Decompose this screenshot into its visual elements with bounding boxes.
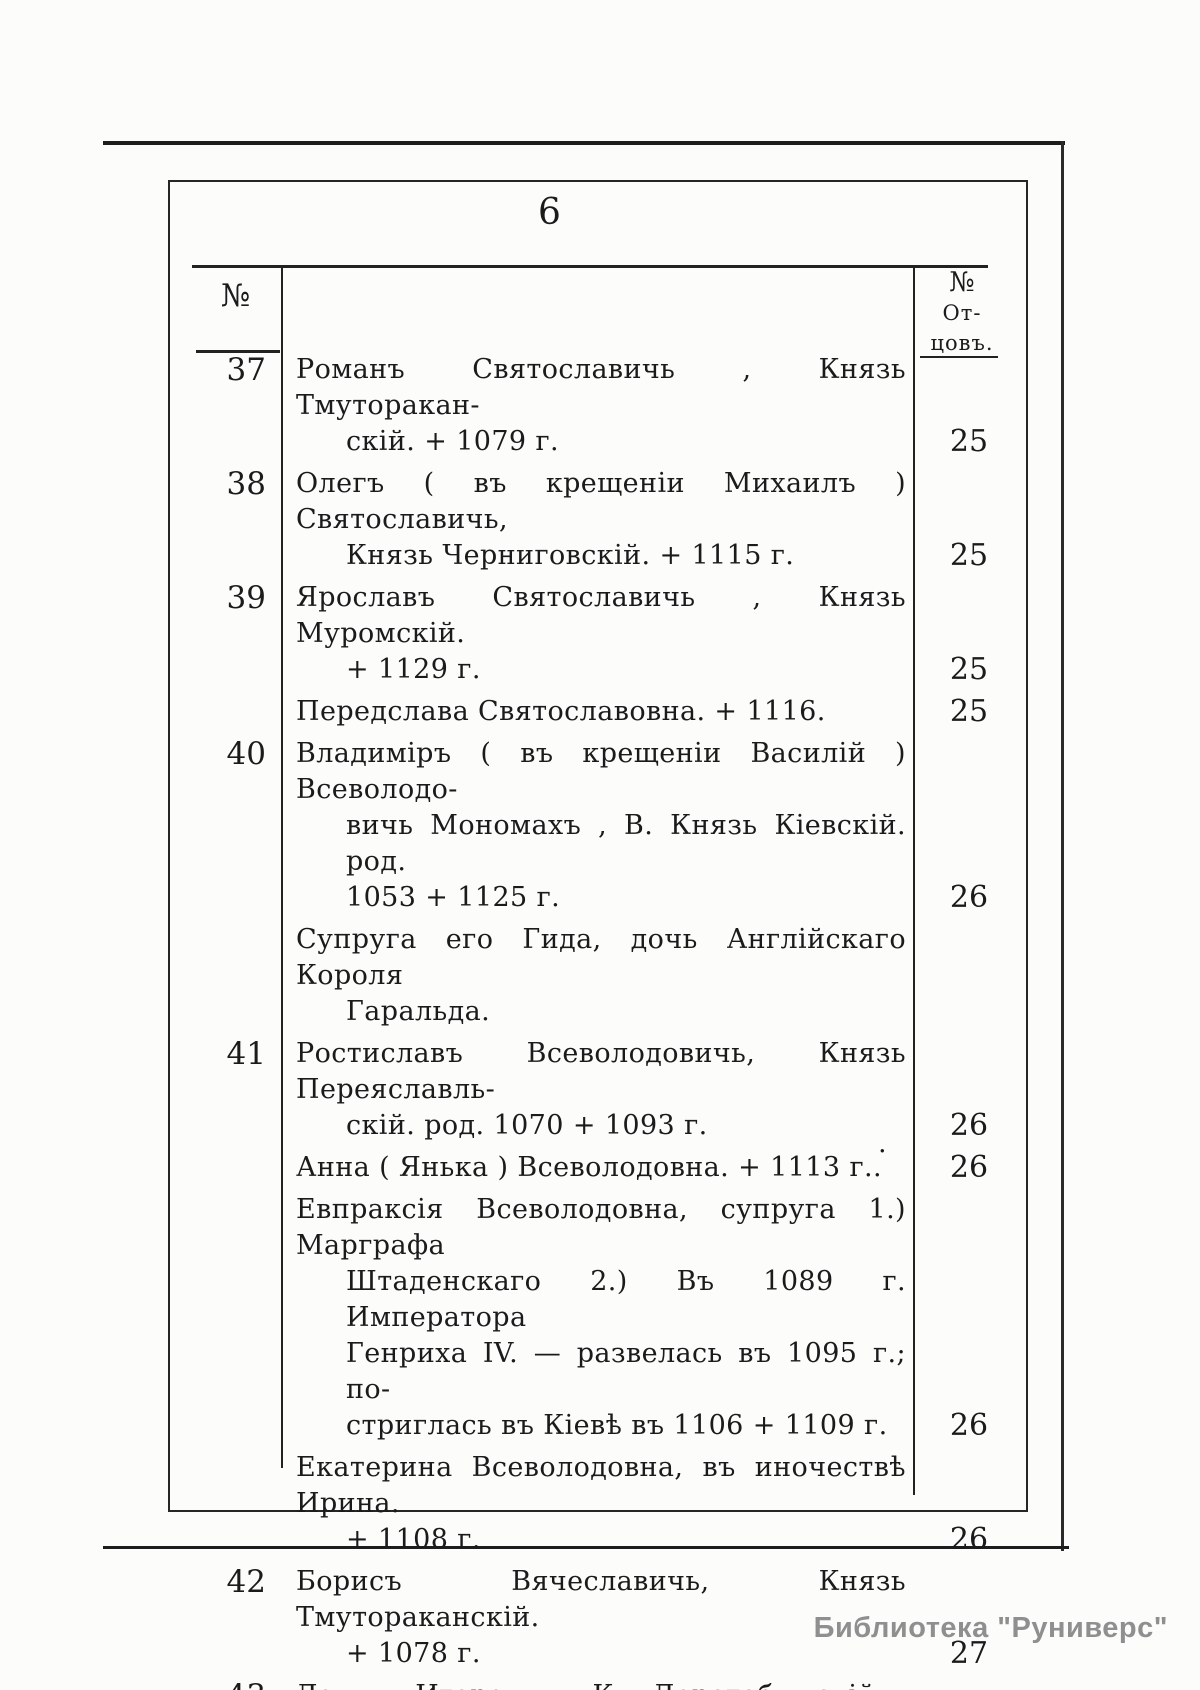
row-text: Борисъ Вячеславичь, Князь Тмутораканскій… <box>282 1564 914 1672</box>
father-number: 25 <box>949 538 989 573</box>
table-row: Анна ( Янька ) Всеволодовна. + 1113 г.. 2… <box>190 1150 1024 1186</box>
column-header-fathers-line2: От- <box>942 301 982 325</box>
table-row: Евпраксія Всеволодовна, супруга 1.) Марг… <box>190 1192 1024 1444</box>
table-row: Супруга его Гида, дочь Англійскаго Корол… <box>190 922 1024 1030</box>
text-line: Борисъ Вячеславичь, Князь Тмутораканскій… <box>296 1566 906 1633</box>
text-line: Олегъ ( въ крещеніи Михаилъ ) Святослави… <box>296 468 906 535</box>
table-top-rule <box>192 265 988 268</box>
table-row: Екатерина Всеволодовна, въ иночествѣ Ири… <box>190 1450 1024 1558</box>
print-artifact-dot: . <box>878 1128 887 1159</box>
father-number: 27 <box>949 1636 989 1671</box>
table-row: 43Давидъ Игоревичь, Кн. Дорогобужскій и … <box>190 1678 1024 1690</box>
row-text: Ростиславъ Всеволодовичь, Князь Переясла… <box>282 1036 914 1144</box>
row-number: 37 <box>226 352 266 388</box>
page-frame <box>168 180 1028 1512</box>
outer-bottom-rule <box>103 1546 1069 1549</box>
row-number: 39 <box>226 580 266 616</box>
father-number: 25 <box>949 424 989 459</box>
row-number: 43 <box>190 1678 282 1690</box>
text-line: + 1078 г. <box>346 1638 481 1669</box>
text-line: Анна ( Янька ) Всеволодовна. + 1113 г.. <box>296 1152 882 1183</box>
father-number: 26 <box>949 1522 989 1557</box>
text-line: Романъ Святославичь , Князь Тмуторакан- <box>296 354 906 421</box>
table-row: 39 Ярославъ Святославичь , Князь Муромскі… <box>190 580 1024 688</box>
row-text: Ярославъ Святославичь , Князь Муромскій.… <box>282 580 914 688</box>
page-number: 6 <box>538 192 562 233</box>
table-row: 38 Олегъ ( въ крещеніи Михаилъ ) Святосла… <box>190 466 1024 574</box>
text-line: + 1129 г. <box>346 654 481 685</box>
row-text: Екатерина Всеволодовна, въ иночествѣ Ири… <box>282 1450 914 1558</box>
text-line: Владиміръ ( въ крещеніи Василій ) Всевол… <box>296 738 906 805</box>
row-text: Владиміръ ( въ крещеніи Василій ) Всевол… <box>282 736 914 916</box>
row-number: 41 <box>226 1036 266 1072</box>
row-text: Супруга его Гида, дочь Англійскаго Корол… <box>282 922 914 1030</box>
number-column-divider <box>281 265 283 1468</box>
row-number: 42 <box>226 1564 266 1600</box>
text-line: 1053 + 1125 г. <box>346 882 561 913</box>
father-number: 25 <box>949 652 989 687</box>
outer-top-rule <box>103 141 1065 145</box>
table-row: 42 Борисъ Вячеславичь, Князь Тмутораканск… <box>190 1564 1024 1672</box>
row-text: Романъ Святославичь , Князь Тмуторакан-с… <box>282 352 914 460</box>
text-line: Генриха IV. — развелась въ 1095 г.; по- <box>346 1338 906 1405</box>
row-text: Евпраксія Всеволодовна, супруга 1.) Марг… <box>282 1192 914 1444</box>
column-header-fathers-line1: № <box>949 267 975 298</box>
row-text: Передслава Святославовна. + 1116. <box>282 694 914 730</box>
text-line: вичь Мономахъ , В. Князь Кіевскій. род. <box>346 810 906 877</box>
column-header-number: № <box>220 278 251 314</box>
text-line: Давидъ Игоревичь, Кн. Дорогобужскій и Ча… <box>282 1678 914 1690</box>
row-text: Давидъ Игоревичь, Кн. Дорогобужскій и Ча… <box>282 1678 914 1690</box>
text-line: Гаральда. <box>346 996 491 1027</box>
text-line: Евпраксія Всеволодовна, супруга 1.) Марг… <box>296 1194 906 1261</box>
text-line: Супруга его Гида, дочь Англійскаго Корол… <box>296 924 906 991</box>
text-line: Ростиславъ Всеволодовичь, Князь Переясла… <box>296 1038 906 1105</box>
column-header-fathers-line3: цовъ. <box>930 331 994 355</box>
table-body: 37 Романъ Святославичь , Князь Тмуторакан… <box>190 352 1024 1690</box>
father-number: 26 <box>949 1408 989 1443</box>
text-line: Ярославъ Святославичь , Князь Муромскій. <box>296 582 906 649</box>
text-line: скій. + 1079 г. <box>346 426 560 457</box>
table-row: 41 Ростиславъ Всеволодовичь, Князь Переяс… <box>190 1036 1024 1144</box>
table-row: 40 Владиміръ ( въ крещеніи Василій ) Всев… <box>190 736 1024 916</box>
row-number: 40 <box>226 736 266 772</box>
table-row: 37 Романъ Святославичь , Князь Тмуторакан… <box>190 352 1024 460</box>
text-line: Передслава Святославовна. + 1116. <box>296 696 826 727</box>
father-column-divider <box>913 265 915 1495</box>
row-text: Анна ( Янька ) Всеволодовна. + 1113 г.. <box>282 1150 914 1186</box>
library-watermark: Библиотека "Руниверс" <box>813 1612 1168 1644</box>
row-number: 38 <box>226 466 266 502</box>
father-number: 25 <box>949 694 989 729</box>
column-header-fathers-rule <box>920 356 998 358</box>
text-line: стриглась въ Кіевѣ въ 1106 + 1109 г. <box>346 1410 888 1441</box>
text-line: + 1108 г. <box>346 1524 481 1555</box>
father-number: 26 <box>949 1150 989 1185</box>
column-header-number-rule <box>196 350 280 353</box>
table-row: Передслава Святославовна. + 1116. 25 <box>190 694 1024 730</box>
text-line: Князь Черниговскій. + 1115 г. <box>346 540 795 571</box>
text-line: скій. род. 1070 + 1093 г. <box>346 1110 708 1141</box>
text-line: Штаденскаго 2.) Въ 1089 г. Императора <box>346 1266 906 1333</box>
outer-right-rule <box>1061 141 1064 1551</box>
father-number: 26 <box>949 880 989 915</box>
row-text: Олегъ ( въ крещеніи Михаилъ ) Святослави… <box>282 466 914 574</box>
father-number: 26 <box>949 1108 989 1143</box>
column-header-fathers: № От- цовъ. <box>914 268 1010 358</box>
text-line: Екатерина Всеволодовна, въ иночествѣ Ири… <box>296 1452 906 1519</box>
